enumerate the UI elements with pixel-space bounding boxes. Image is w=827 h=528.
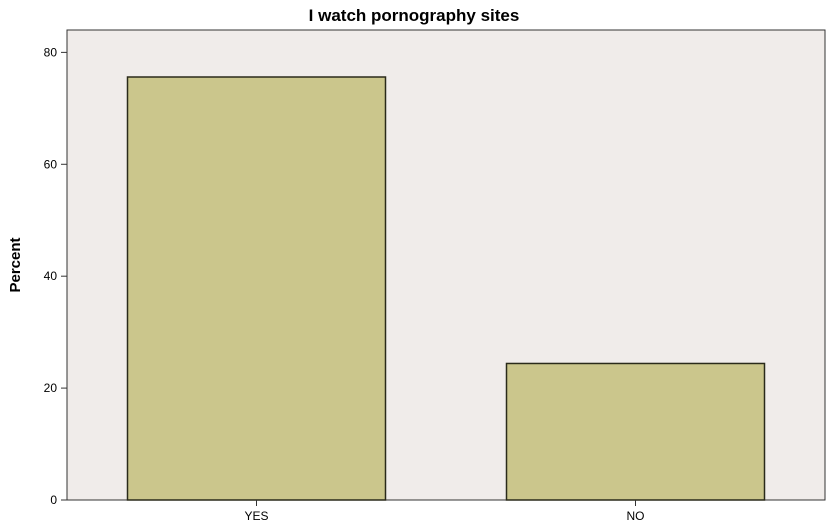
- y-tick-label: 20: [44, 381, 58, 395]
- bars-group: [126, 76, 766, 501]
- bar-no: [505, 362, 766, 501]
- y-tick-label: 0: [50, 493, 57, 507]
- y-tick-label: 80: [44, 45, 58, 59]
- x-tick-label-yes: YES: [244, 509, 268, 523]
- bar-yes: [126, 76, 387, 501]
- y-axis-label: Percent: [7, 237, 24, 292]
- y-tick-label: 40: [44, 269, 58, 283]
- chart-title: I watch pornography sites: [309, 6, 520, 25]
- y-axis: 0 20 40 60 80: [44, 30, 68, 507]
- y-tick-label: 60: [44, 157, 58, 171]
- x-axis: YES NO: [244, 500, 645, 523]
- x-tick-label-no: NO: [627, 509, 645, 523]
